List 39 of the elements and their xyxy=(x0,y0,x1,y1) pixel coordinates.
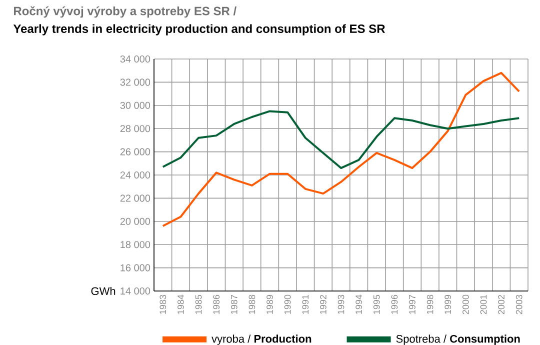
line-series xyxy=(162,110,520,170)
y-tick-label: 24 000 xyxy=(120,171,150,179)
line-series xyxy=(162,72,520,228)
x-tick-label: 1997 xyxy=(409,294,416,314)
y-tick-label: 20 000 xyxy=(120,218,150,225)
x-tick-label: 2002 xyxy=(498,294,504,314)
x-tick-label: 1984 xyxy=(178,294,184,314)
chart-title: Ročný vývoj výroby a spotreby ES SR / xyxy=(14,6,236,18)
y-axis-title: GWh xyxy=(91,286,116,296)
y-tick-label: 16 000 xyxy=(120,264,150,272)
x-tick-label: 2001 xyxy=(480,294,487,314)
y-tick-label: 34 000 xyxy=(120,55,150,63)
legend-label: vyroba / Production xyxy=(212,334,312,345)
y-tick-label: 26 000 xyxy=(120,148,150,156)
y-tick-label: 32 000 xyxy=(120,78,150,86)
x-tick-label: 1988 xyxy=(248,294,256,314)
x-tick-label: 1987 xyxy=(230,294,238,314)
x-tick-label: 1993 xyxy=(338,294,344,314)
x-tick-label: 1994 xyxy=(356,294,362,314)
y-tick-label: 30 000 xyxy=(120,102,150,109)
x-tick-label: 1983 xyxy=(160,294,166,314)
y-tick-label: 28 000 xyxy=(120,125,150,132)
y-tick-label: 22 000 xyxy=(120,194,150,202)
x-tick-label: 1991 xyxy=(302,294,309,314)
x-tick-label: 1986 xyxy=(213,294,220,314)
legend-label: Spotreba / Consumption xyxy=(396,334,520,345)
x-tick-label: 1990 xyxy=(284,294,291,314)
y-tick-label: 14 000 xyxy=(120,287,150,295)
x-tick-label: 1999 xyxy=(444,294,452,314)
x-tick-label: 1985 xyxy=(195,294,202,314)
x-tick-label: 2003 xyxy=(516,294,522,314)
x-tick-label: 1992 xyxy=(320,294,326,314)
y-tick-label: 18 000 xyxy=(120,241,150,248)
x-tick-label: 2000 xyxy=(462,294,469,314)
x-tick-label: 1998 xyxy=(426,294,434,314)
x-tick-label: 1995 xyxy=(373,294,380,314)
x-tick-label: 1996 xyxy=(391,294,398,314)
chart-subtitle: Yearly trends in electricity production and consumption of ES SR xyxy=(13,24,386,36)
x-tick-label: 1989 xyxy=(266,294,273,314)
